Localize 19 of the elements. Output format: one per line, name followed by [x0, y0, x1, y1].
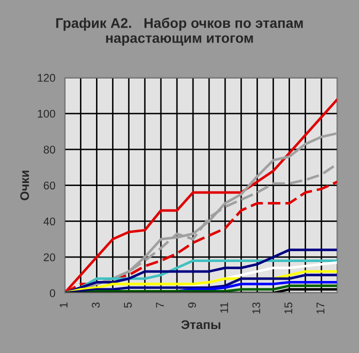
y-tick-label: 20: [44, 253, 56, 262]
y-axis-title: Очки: [20, 170, 30, 200]
x-tick-label: 5: [124, 302, 132, 308]
y-tick-label: 100: [38, 110, 56, 118]
y-tick-label: 0: [50, 289, 56, 298]
y-tick-label: 120: [38, 74, 56, 82]
x-tick-label: 17: [316, 302, 324, 314]
x-tick-label: 15: [284, 302, 292, 314]
x-tick-label: 13: [252, 302, 260, 314]
x-tick-label: 7: [156, 302, 164, 308]
x-axis-title: Этапы: [181, 320, 220, 330]
y-tick-label: 80: [44, 146, 56, 154]
y-tick-label: 60: [44, 182, 56, 190]
x-tick-label: 1: [60, 302, 68, 308]
chart-title: График А2. Набор очков по этапам нарастающим итогом: [56, 18, 303, 46]
x-tick-label: 3: [92, 302, 100, 308]
x-tick-label: 9: [188, 302, 196, 308]
y-tick-label: 40: [43, 217, 56, 226]
x-tick-label: 11: [220, 302, 228, 313]
